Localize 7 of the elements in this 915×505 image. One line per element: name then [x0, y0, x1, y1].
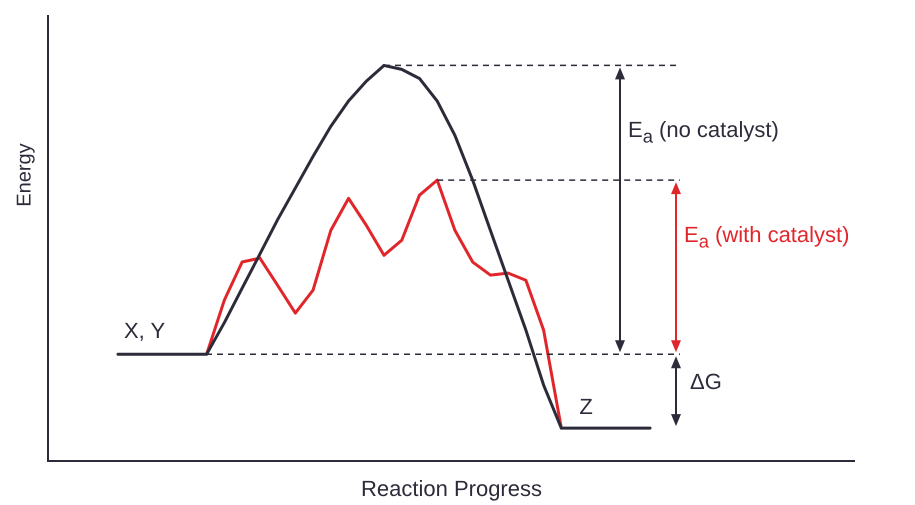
text: ΔG — [690, 369, 722, 396]
y-axis-title: Energy — [14, 143, 36, 207]
annotation: X, Y — [124, 318, 166, 344]
x-axis-title: Reaction Progress — [361, 476, 542, 502]
annotation: Z — [579, 394, 593, 420]
annotation: E$_{a}$ (no catalyst) — [628, 116, 779, 148]
text: E$_{a}$ (with catalyst) — [684, 222, 850, 252]
